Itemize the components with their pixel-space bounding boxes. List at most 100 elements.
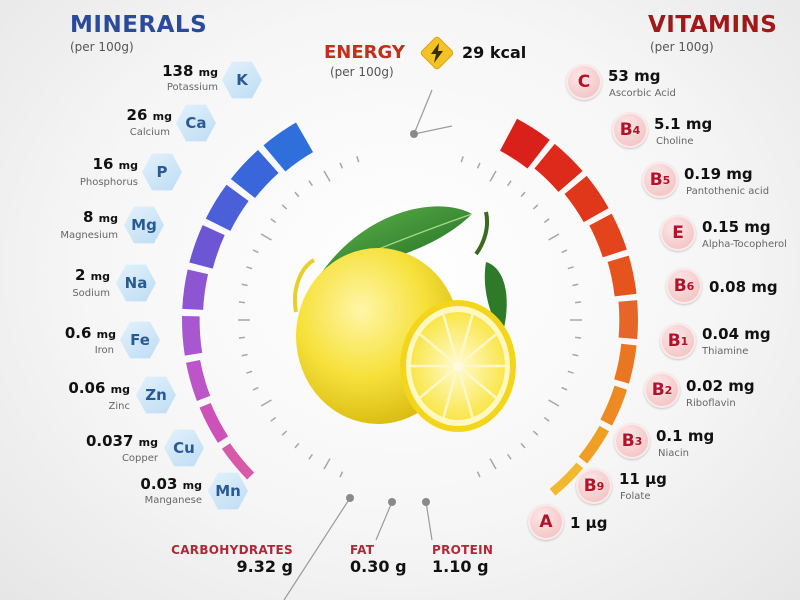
gauge-tick <box>339 471 344 478</box>
gauge-tick <box>572 283 579 287</box>
gauge-tick <box>260 399 272 407</box>
mineral-value: 0.03 mg <box>140 475 202 493</box>
gauge-tick <box>294 442 300 449</box>
lemon-slice-segment <box>419 333 459 367</box>
gauge-tick <box>252 386 259 391</box>
gauge-tick <box>281 430 288 436</box>
gauge-tick <box>246 266 253 270</box>
gauge-tick <box>520 191 526 198</box>
mineral-value: 0.037 mg <box>85 432 158 450</box>
macro-title: PROTEIN <box>432 543 494 557</box>
mineral-name: Iron <box>94 345 114 356</box>
vitamins-subtitle: (per 100g) <box>650 40 714 54</box>
gauge-tick <box>543 416 550 422</box>
mineral-gauge-bar <box>189 225 225 269</box>
macro-title: CARBOHYDRATES <box>171 543 293 557</box>
macro-value: 0.30 g <box>350 557 407 576</box>
mineral-gauge-bar <box>199 402 229 443</box>
gauge-tick <box>520 442 526 449</box>
gauge-tick <box>543 218 550 224</box>
gauge-tick <box>294 191 300 198</box>
gauge-tick <box>308 180 314 187</box>
vitamin-value: 0.02 mg <box>686 377 755 395</box>
connector-lines <box>283 89 453 600</box>
lemon-slice-segment <box>442 314 460 367</box>
mineral-symbol-badge: P <box>142 153 182 191</box>
gauge-tick <box>532 204 539 210</box>
gauge-tick <box>246 370 253 374</box>
vitamin-name: Pantothenic acid <box>686 186 770 197</box>
vitamin-name: Riboflavin <box>686 398 736 409</box>
vitamin-gauge-bar <box>549 462 584 496</box>
vitamin-value: 11 µg <box>619 470 667 488</box>
gauge-tick <box>252 249 259 254</box>
gauge-tick <box>476 162 481 169</box>
gauge-tick <box>260 233 272 241</box>
vitamin-badge: E <box>660 215 696 251</box>
vitamin-gauge-bar <box>578 425 610 464</box>
macro-value: 1.10 g <box>432 557 489 576</box>
gauge-tick <box>561 386 568 391</box>
gauge-segments <box>182 118 638 496</box>
vitamin-gauge-bar <box>618 300 638 340</box>
vitamin-value: 0.15 mg <box>702 218 771 236</box>
vitamin-gauge-bar <box>607 255 637 297</box>
gauge-tick <box>489 458 497 470</box>
gauge-tick <box>323 170 331 182</box>
vitamin-badge: A <box>528 504 564 540</box>
mineral-gauge-bar <box>205 184 249 231</box>
mineral-name: Magnesium <box>60 230 118 241</box>
gauge-tick <box>532 430 539 436</box>
vitamin-value: 0.1 mg <box>656 427 715 445</box>
macro-carbohydrates: CARBOHYDRATES 9.32 g <box>168 543 293 576</box>
gauge-tick <box>270 416 277 422</box>
mineral-gauge-bar <box>186 360 211 401</box>
mineral-name: Potassium <box>166 82 218 93</box>
mineral-name: Calcium <box>129 127 170 138</box>
vitamin-name: Folate <box>620 491 651 502</box>
gauge-tick <box>281 204 288 210</box>
lemon-slice-segment <box>456 314 474 367</box>
gauge-tick <box>567 370 574 374</box>
gauge-tick <box>238 301 245 304</box>
mineral-gauge-bar <box>230 150 279 199</box>
energy-subtitle: (per 100g) <box>330 65 394 79</box>
lemon-slice-segment <box>457 333 497 367</box>
gauge-tick <box>476 471 481 478</box>
mineral-symbol-badge: Mn <box>208 472 248 510</box>
vitamin-value: 1 µg <box>570 514 608 532</box>
gauge-tick <box>567 266 574 270</box>
macro-title: FAT <box>350 543 375 557</box>
lightning-icon <box>420 36 454 70</box>
vitamin-badge: C <box>566 64 602 100</box>
gauge-tick <box>561 249 568 254</box>
mineral-gauge-bar <box>221 443 255 480</box>
vitamin-value: 5.1 mg <box>654 115 713 133</box>
gauge-tick <box>356 156 360 163</box>
vitamin-name: Thiamine <box>702 346 749 357</box>
minerals-title: MINERALS <box>70 12 208 38</box>
mineral-symbol-badge: Mg <box>124 206 164 244</box>
gauge-tick <box>506 453 512 460</box>
gauge-tick <box>575 336 582 339</box>
gauge-ticks <box>238 156 582 478</box>
mineral-value: 16 mg <box>92 155 138 173</box>
vitamin-value: 0.04 mg <box>702 325 771 343</box>
mineral-gauge-bar <box>182 269 209 310</box>
vitamin-gauge-bar <box>614 343 637 384</box>
mineral-gauge-bar <box>182 316 203 356</box>
mineral-symbol-badge: Ca <box>176 104 216 142</box>
mineral-value: 26 mg <box>126 106 172 124</box>
gauge-tick <box>548 233 560 241</box>
mineral-symbol-badge: Cu <box>164 429 204 467</box>
mineral-name: Phosphorus <box>79 177 138 188</box>
vitamin-value: 0.08 mg <box>709 278 778 296</box>
vitamin-name: Niacin <box>658 448 690 459</box>
gauge-tick <box>489 170 497 182</box>
gauge-tick <box>548 399 560 407</box>
